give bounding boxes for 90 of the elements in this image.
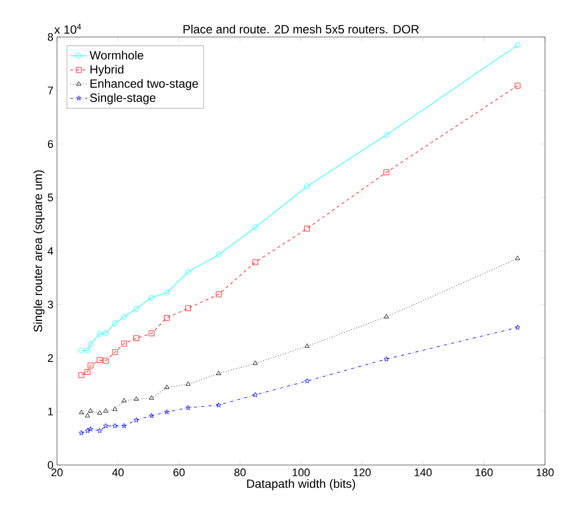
point	[112, 406, 118, 411]
y-tick-label: 6	[48, 140, 53, 148]
point	[96, 357, 103, 363]
point	[121, 423, 127, 428]
point	[148, 294, 154, 300]
point	[304, 183, 310, 190]
point	[134, 396, 139, 401]
y-tick-label: 4	[48, 247, 54, 255]
point	[252, 259, 258, 266]
y-tick-label: 2	[48, 354, 53, 362]
point	[97, 410, 102, 415]
point	[96, 331, 103, 337]
x-tick-label: 120	[354, 468, 371, 476]
x-tick-label: 80	[234, 468, 246, 476]
point	[112, 349, 118, 355]
text: x 10$^{4}$	[54, 24, 81, 34]
point	[88, 341, 94, 347]
point	[121, 314, 127, 320]
point	[102, 358, 109, 364]
point	[88, 426, 94, 432]
point	[133, 306, 140, 312]
point	[185, 305, 191, 312]
point	[216, 291, 222, 298]
point	[88, 408, 94, 413]
point	[78, 372, 84, 378]
point	[148, 330, 154, 336]
point	[252, 392, 258, 398]
point	[514, 42, 520, 48]
point	[514, 324, 520, 330]
point	[186, 381, 191, 386]
point	[121, 340, 127, 346]
legend-label: Wormhole	[90, 50, 144, 60]
point	[149, 395, 154, 400]
point	[78, 348, 84, 354]
x-tick-label: 100	[292, 468, 310, 476]
y-tick-label: 1	[48, 408, 53, 416]
y-axis-title: Single router area (square um)	[33, 170, 45, 332]
point	[164, 315, 170, 321]
point	[185, 404, 191, 410]
point	[164, 409, 170, 414]
point	[102, 330, 109, 336]
point	[164, 384, 170, 389]
point	[304, 226, 310, 232]
point	[515, 256, 520, 260]
legend-label: Single-stage	[90, 93, 156, 104]
point	[122, 398, 127, 402]
point	[304, 378, 310, 384]
x-tick-label: 180	[536, 468, 554, 476]
x-tick-label: 160	[476, 468, 493, 476]
point	[216, 252, 222, 258]
point	[84, 348, 90, 354]
point	[103, 423, 109, 428]
point	[185, 269, 191, 275]
point	[103, 408, 108, 413]
point	[78, 430, 84, 436]
x-axis-title: Datapath width (bits)	[247, 479, 356, 490]
y-tick-label: 0	[48, 461, 54, 469]
x-tick-label: 140	[414, 468, 432, 476]
legend-label: Hybrid	[90, 64, 124, 76]
point	[384, 132, 390, 138]
point	[164, 290, 170, 296]
point	[216, 370, 222, 376]
point	[96, 428, 102, 434]
point	[384, 170, 390, 176]
point	[133, 335, 140, 342]
x-tick-label: 20	[51, 468, 63, 476]
x-tick-label: 60	[173, 468, 185, 476]
point	[304, 343, 310, 348]
point	[252, 360, 258, 365]
point	[384, 314, 389, 318]
point	[148, 412, 154, 418]
y-tick-label: 7	[48, 86, 53, 94]
x-tick-label: 40	[112, 468, 124, 476]
y-tick-label: 3	[48, 300, 53, 308]
y-tick-label: 5	[48, 194, 54, 202]
legend-label: Enhanced two-stage	[90, 79, 198, 90]
point	[85, 412, 90, 418]
chart-title: Place and route. 2D mesh 5x5 routers. DOR	[184, 24, 419, 34]
y-tick-label: 8	[48, 33, 53, 41]
point	[78, 410, 84, 414]
point	[112, 423, 118, 428]
point	[252, 224, 258, 230]
point	[112, 320, 118, 326]
point	[216, 402, 222, 408]
point	[384, 356, 390, 362]
point	[514, 82, 520, 89]
point	[84, 369, 90, 375]
point	[134, 417, 140, 422]
point	[88, 362, 94, 368]
point	[84, 428, 90, 434]
